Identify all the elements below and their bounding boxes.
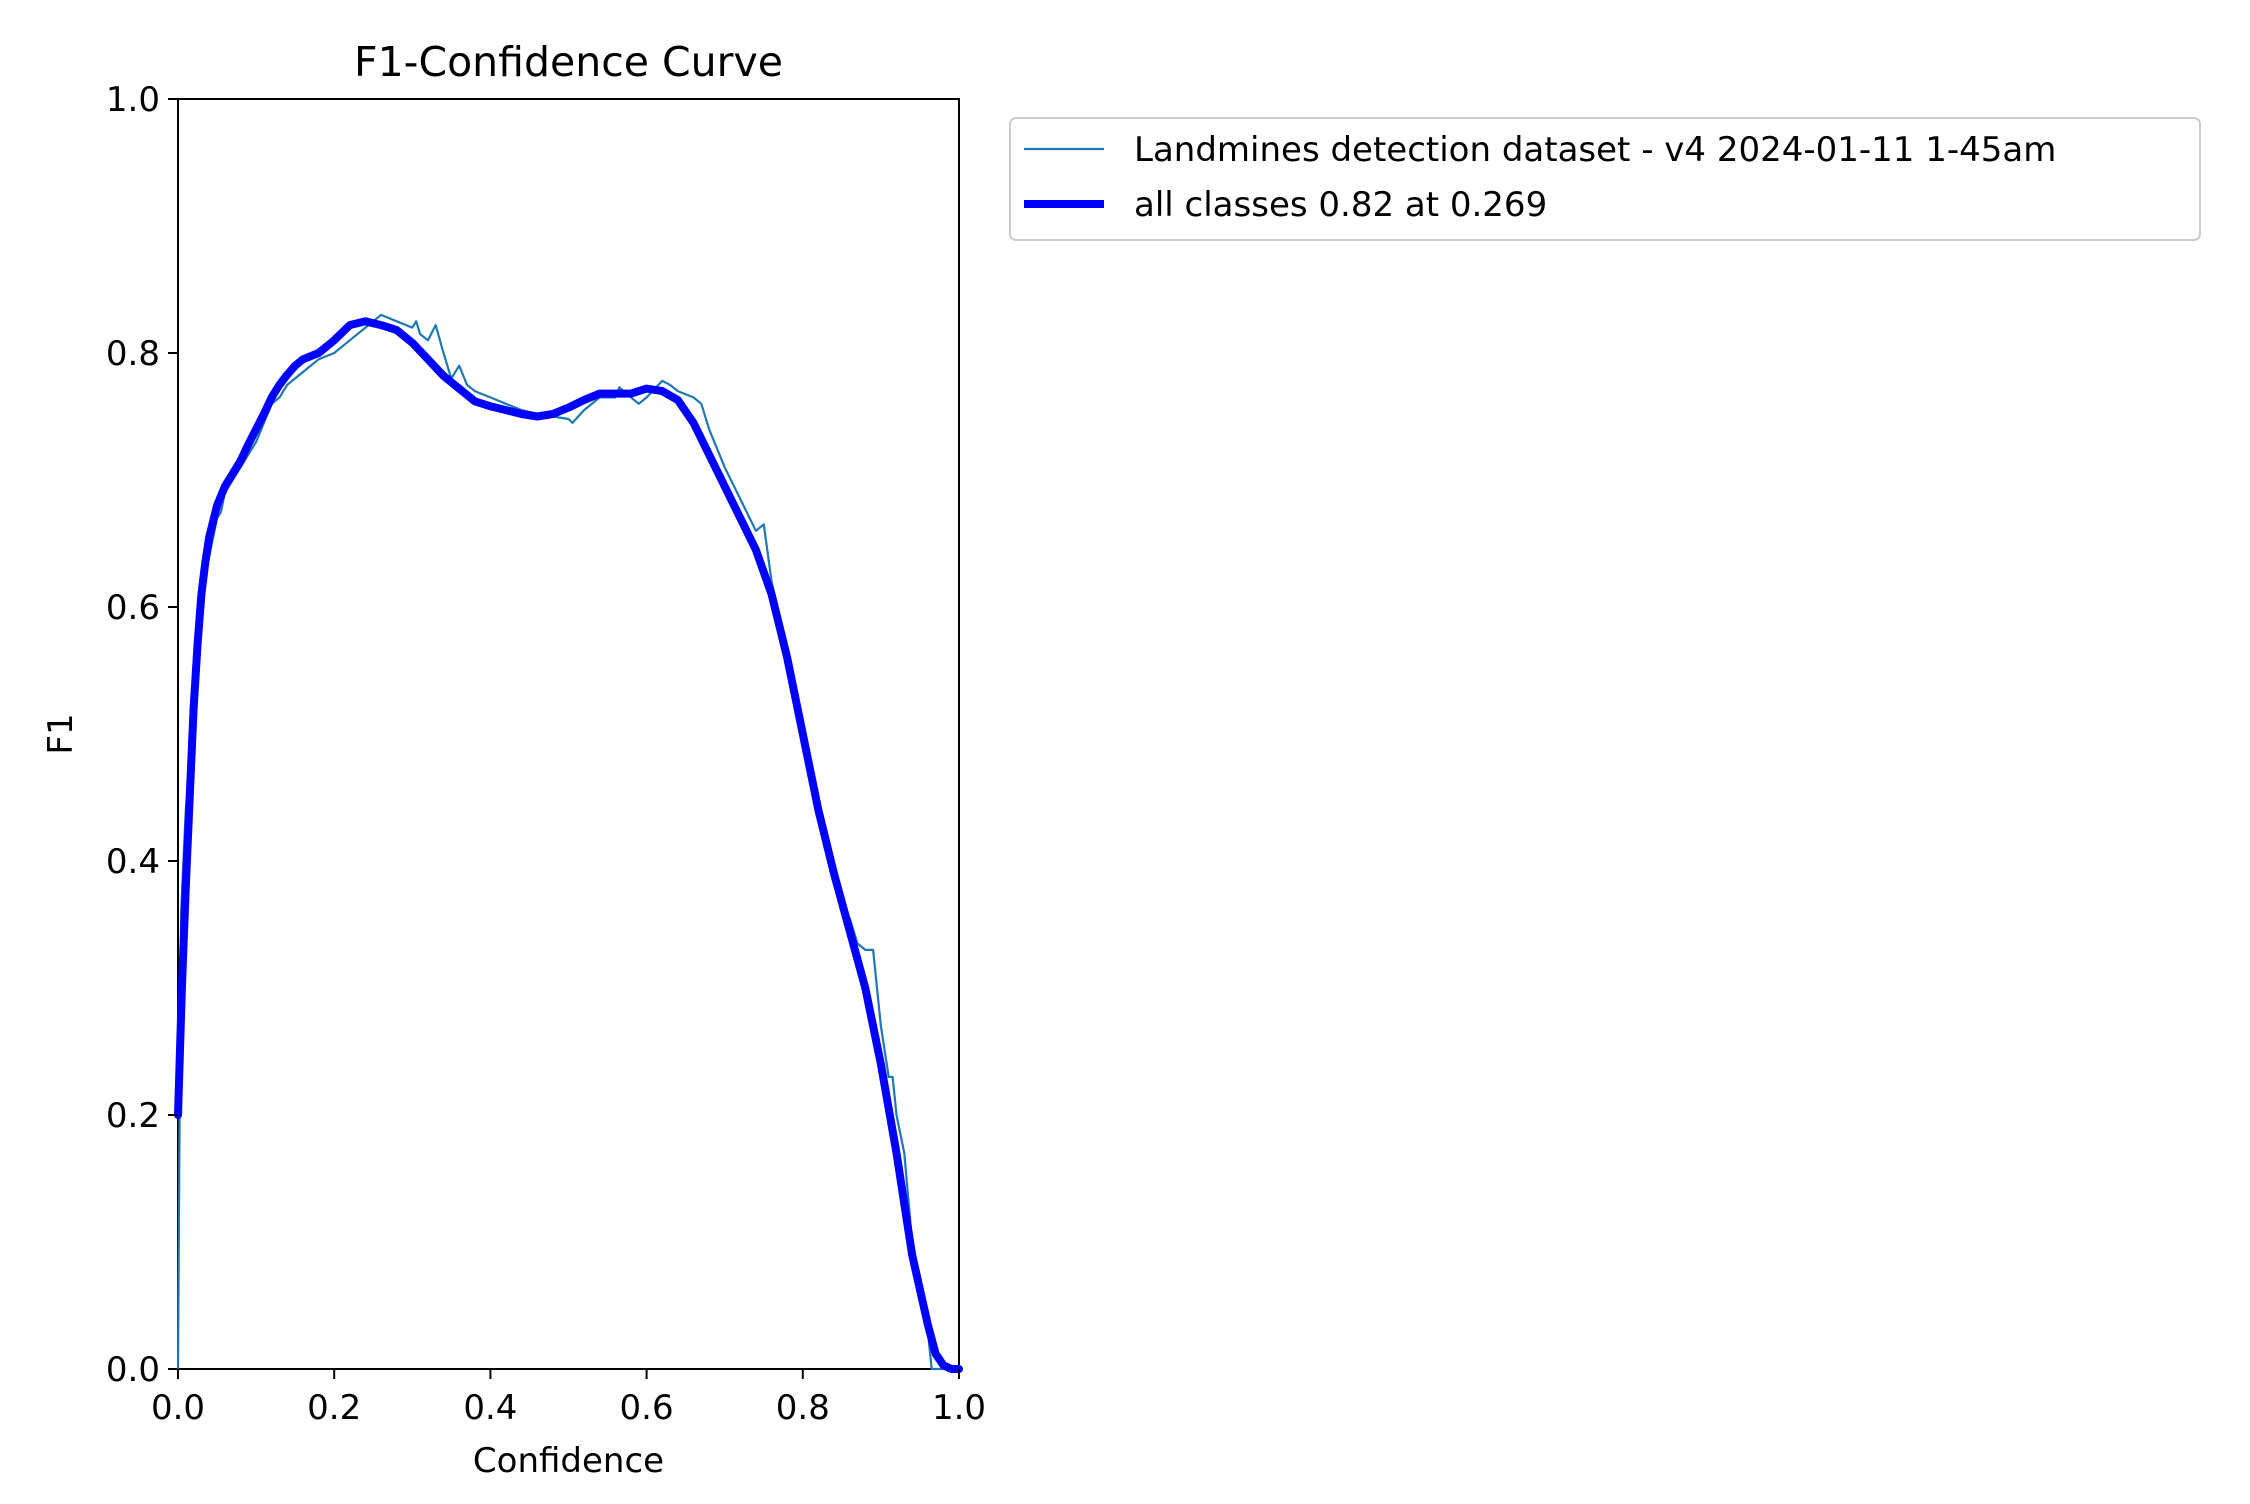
x-tick-label: 0.4	[463, 1388, 517, 1428]
y-tick-label: 0.2	[106, 1096, 160, 1136]
y-axis-ticks: 0.0 0.2 0.4 0.6 0.8 1.0	[106, 80, 178, 1390]
x-tick-label: 1.0	[932, 1388, 986, 1428]
y-tick-label: 0.6	[106, 588, 160, 628]
series-line-dataset	[176, 313, 961, 1371]
y-tick-label: 1.0	[106, 80, 160, 120]
x-axis-ticks: 0.0 0.2 0.4 0.6 0.8 1.0	[151, 1369, 986, 1428]
legend-box	[1009, 117, 2201, 241]
chart-title: F1-Confidence Curve	[354, 38, 783, 86]
x-tick-label: 0.0	[151, 1388, 205, 1428]
series-line-all-classes	[174, 317, 963, 1373]
legend: Landmines detection dataset - v4 2024-01…	[1009, 117, 2201, 241]
x-tick-label: 0.6	[620, 1388, 674, 1428]
y-tick-label: 0.8	[106, 334, 160, 374]
x-tick-label: 0.2	[307, 1388, 361, 1428]
legend-entry-all-classes: all classes 0.82 at 0.269	[1134, 185, 1547, 225]
legend-entry-dataset: Landmines detection dataset - v4 2024-01…	[1134, 130, 2056, 170]
series-layer	[174, 313, 963, 1373]
y-axis-label: F1	[41, 713, 81, 754]
x-tick-label: 0.8	[776, 1388, 830, 1428]
x-axis-label: Confidence	[473, 1441, 664, 1481]
y-tick-label: 0.4	[106, 842, 160, 882]
plot-frame	[177, 98, 960, 1370]
y-tick-label: 0.0	[106, 1350, 160, 1390]
